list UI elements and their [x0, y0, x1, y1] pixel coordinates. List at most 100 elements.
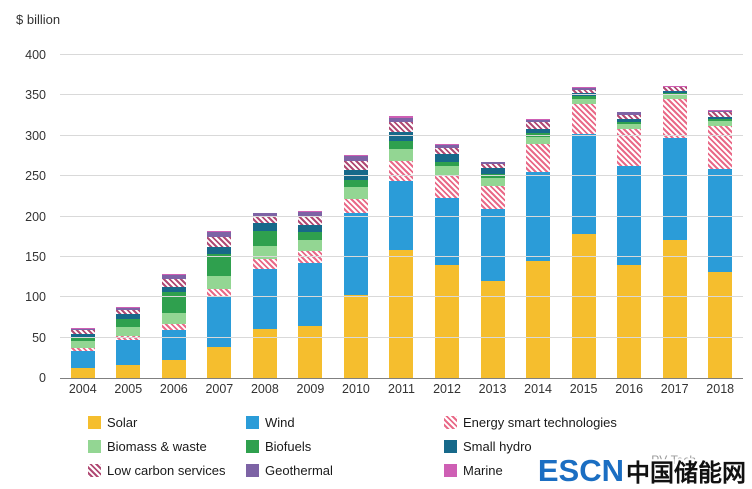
- segment-biomass-waste-2005: [116, 327, 141, 337]
- segment-solar-2011: [389, 250, 414, 378]
- bar-stack-2009: [298, 55, 323, 378]
- segment-solar-2015: [571, 234, 596, 378]
- segment-small-hydro-2011: [389, 131, 414, 142]
- segment-low-carbon-services-2018: [708, 112, 733, 118]
- bar-2005: [106, 55, 152, 378]
- bar-2009: [288, 55, 334, 378]
- segment-geothermal-2004: [70, 328, 95, 331]
- bar-stack-2012: [435, 55, 460, 378]
- legend-label-wind: Wind: [265, 415, 295, 430]
- x-axis-label-2009: 2009: [296, 382, 325, 396]
- x-axis-label-2016: 2016: [615, 382, 644, 396]
- segment-small-hydro-2006: [161, 286, 186, 293]
- segment-energy-smart-technologies-2013: [480, 185, 505, 210]
- y-tick-label-350: 350: [25, 88, 46, 103]
- segment-geothermal-2017: [662, 86, 687, 88]
- segment-biofuels-2012: [435, 161, 460, 167]
- segment-biomass-waste-2004: [70, 340, 95, 349]
- bar-2012: [424, 55, 470, 378]
- gridline-100: [60, 296, 743, 298]
- segment-marine-2015: [571, 87, 596, 89]
- segment-biofuels-2017: [662, 92, 687, 95]
- bar-stack-2004: [70, 55, 95, 378]
- bar-stack-2016: [617, 55, 642, 378]
- y-tick-label-250: 250: [25, 169, 46, 184]
- segment-small-hydro-2016: [617, 118, 642, 123]
- segment-energy-smart-technologies-2004: [70, 348, 95, 352]
- segment-geothermal-2016: [617, 112, 642, 115]
- segment-marine-2006: [161, 273, 186, 275]
- y-tick-label-100: 100: [25, 290, 46, 305]
- segment-low-carbon-services-2013: [480, 164, 505, 169]
- segment-wind-2017: [662, 138, 687, 240]
- segment-energy-smart-technologies-2006: [161, 323, 186, 330]
- x-axis-label-2007: 2007: [205, 382, 234, 396]
- segment-biofuels-2007: [207, 253, 232, 277]
- segment-small-hydro-2004: [70, 333, 95, 338]
- segment-energy-smart-technologies-2010: [343, 198, 368, 214]
- segment-low-carbon-services-2012: [435, 147, 460, 155]
- segment-marine-2012: [435, 143, 460, 145]
- segment-biomass-waste-2010: [343, 187, 368, 199]
- segment-marine-2007: [207, 231, 232, 232]
- bar-stack-2017: [662, 55, 687, 378]
- gridline-150: [60, 255, 743, 257]
- x-axis-label-2006: 2006: [159, 382, 188, 396]
- legend-swatch-wind: [246, 416, 259, 429]
- segment-geothermal-2008: [252, 213, 277, 217]
- legend-label-solar: Solar: [107, 415, 138, 430]
- bar-2010: [333, 55, 379, 378]
- segment-marine-2004: [70, 328, 95, 329]
- segment-wind-2009: [298, 262, 323, 327]
- legend-label-biofuels: Biofuels: [265, 439, 312, 454]
- segment-wind-2007: [207, 297, 232, 347]
- segment-low-carbon-services-2017: [662, 87, 687, 91]
- segment-geothermal-2005: [116, 307, 141, 311]
- segment-biomass-waste-2008: [252, 246, 277, 260]
- segment-low-carbon-services-2010: [343, 160, 368, 170]
- y-tick-label-400: 400: [25, 48, 46, 62]
- segment-geothermal-2015: [571, 88, 596, 90]
- segment-geothermal-2014: [526, 119, 551, 123]
- segment-biomass-waste-2009: [298, 239, 323, 252]
- segment-marine-2009: [298, 210, 323, 212]
- segment-energy-smart-technologies-2005: [116, 336, 141, 341]
- segment-solar-2016: [617, 264, 642, 378]
- segment-energy-smart-technologies-2008: [252, 259, 277, 269]
- bar-stack-2010: [343, 55, 368, 378]
- x-axis-label-2011: 2011: [388, 382, 415, 396]
- legend-swatch-geothermal: [246, 464, 259, 477]
- legend-swatch-biofuels: [246, 440, 259, 453]
- legend-item-wind: Wind: [246, 415, 444, 430]
- x-axis-label-2015: 2015: [569, 382, 598, 396]
- segment-low-carbon-services-2014: [526, 122, 551, 129]
- segment-biofuels-2005: [116, 319, 141, 328]
- segment-wind-2010: [343, 213, 368, 295]
- segment-geothermal-2007: [207, 231, 232, 237]
- segment-wind-2018: [708, 168, 733, 273]
- segment-wind-2015: [571, 134, 596, 235]
- segment-energy-smart-technologies-2012: [435, 176, 460, 198]
- x-axis-label-2010: 2010: [342, 382, 370, 396]
- legend-label-geothermal: Geothermal: [265, 463, 333, 478]
- x-axis-label-2005: 2005: [114, 382, 143, 396]
- bar-stack-2013: [480, 55, 505, 378]
- bar-2007: [197, 55, 243, 378]
- x-axis-label-2004: 2004: [68, 382, 97, 396]
- gridline-200: [60, 215, 743, 217]
- segment-small-hydro-2017: [662, 90, 687, 93]
- x-axis: 2004 2005 2006 2007 2008 2009 2010 2011 2012 2013…: [60, 382, 743, 396]
- segment-wind-2006: [161, 329, 186, 361]
- bar-2011: [379, 55, 425, 378]
- segment-marine-2017: [662, 85, 687, 87]
- bar-stack-2015: [571, 55, 596, 378]
- segment-wind-2013: [480, 209, 505, 282]
- segment-biomass-waste-2013: [480, 177, 505, 186]
- segment-energy-smart-technologies-2011: [389, 160, 414, 181]
- gridline-400: [60, 54, 743, 55]
- segment-biofuels-2010: [343, 180, 368, 188]
- escn-watermark: ESCN 中国储能网: [538, 453, 746, 489]
- segment-biomass-waste-2015: [571, 98, 596, 105]
- segment-solar-2013: [480, 281, 505, 378]
